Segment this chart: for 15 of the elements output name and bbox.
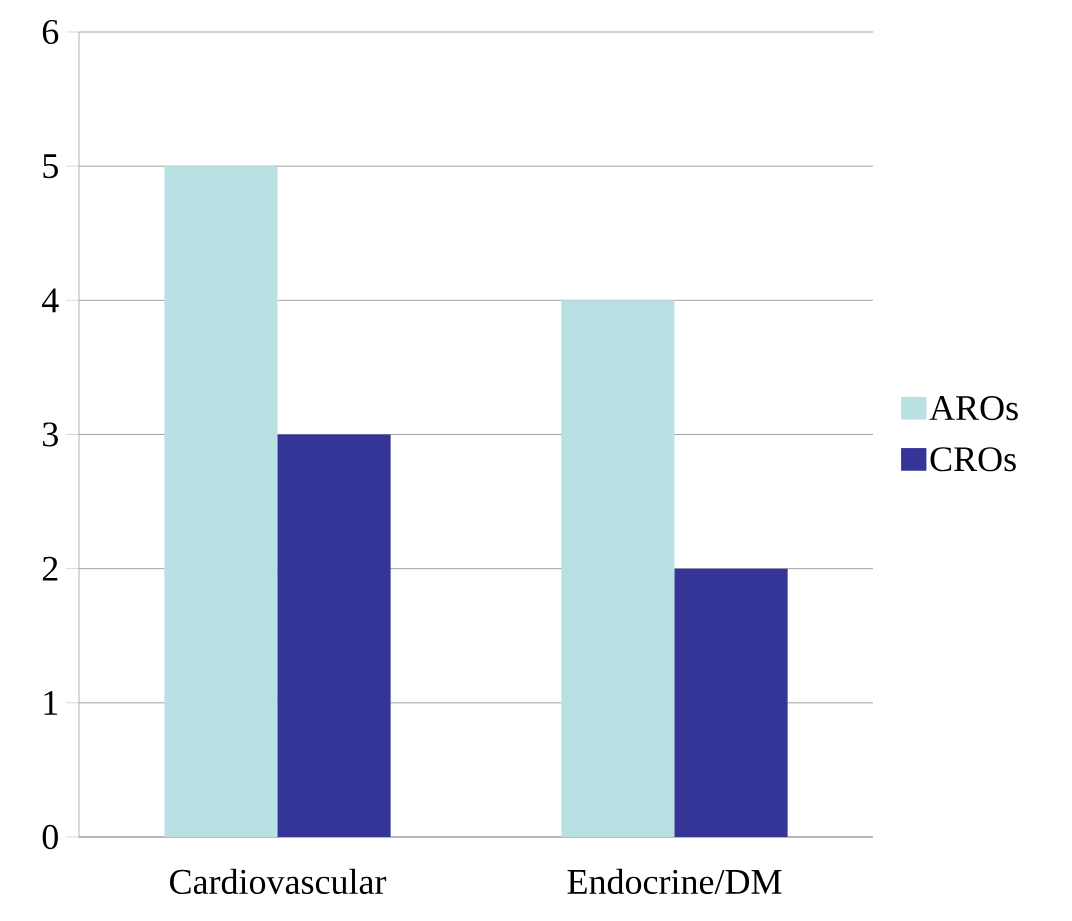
bar — [164, 166, 278, 837]
x-tick-label: Cardiovascular — [170, 868, 387, 895]
x-tick-label: Endocrine/DM — [567, 868, 782, 895]
y-tick-label: 6 — [42, 19, 59, 45]
y-tick-label: 0 — [42, 824, 58, 850]
legend-label: CROs — [930, 447, 1016, 472]
bar — [561, 300, 675, 837]
bar — [674, 568, 788, 837]
y-tick-label: 5 — [43, 154, 58, 179]
bar — [277, 434, 391, 837]
legend-label: AROs — [929, 395, 1018, 421]
y-tick-label: 4 — [42, 288, 59, 313]
y-tick-label: 1 — [44, 690, 58, 715]
y-tick-label: 2 — [42, 556, 58, 581]
y-tick-label: 3 — [43, 422, 58, 447]
